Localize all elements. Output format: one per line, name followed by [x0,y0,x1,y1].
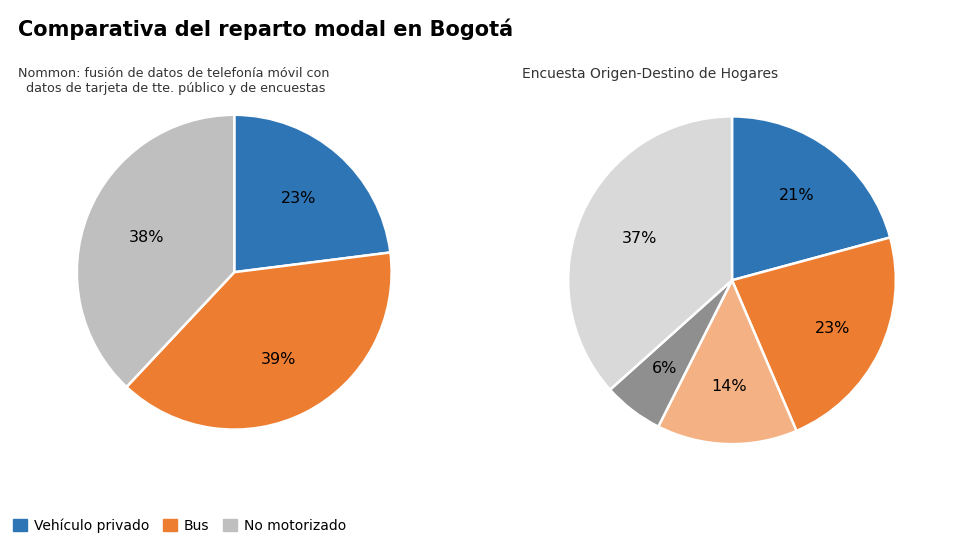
Wedge shape [732,238,896,431]
Wedge shape [127,252,391,430]
Wedge shape [234,115,390,272]
Wedge shape [658,280,796,444]
Wedge shape [77,115,234,387]
Text: 37%: 37% [622,231,657,246]
Text: 21%: 21% [779,188,815,203]
Wedge shape [568,116,732,390]
Text: 6%: 6% [652,361,677,376]
Text: 23%: 23% [815,321,850,336]
Wedge shape [610,280,732,427]
Text: Nommon: fusión de datos de telefonía móvil con
  datos de tarjeta de tte. públic: Nommon: fusión de datos de telefonía móv… [18,67,329,95]
Text: 14%: 14% [711,379,747,394]
Text: 23%: 23% [281,191,316,206]
Legend: Vehículo privado, Bus, No motorizado: Vehículo privado, Bus, No motorizado [13,519,346,533]
Text: Comparativa del reparto modal en Bogotá: Comparativa del reparto modal en Bogotá [18,19,512,40]
Text: Encuesta Origen-Destino de Hogares: Encuesta Origen-Destino de Hogares [522,67,778,81]
Text: 38%: 38% [129,230,164,245]
Text: 39%: 39% [261,351,297,367]
Wedge shape [732,116,890,280]
